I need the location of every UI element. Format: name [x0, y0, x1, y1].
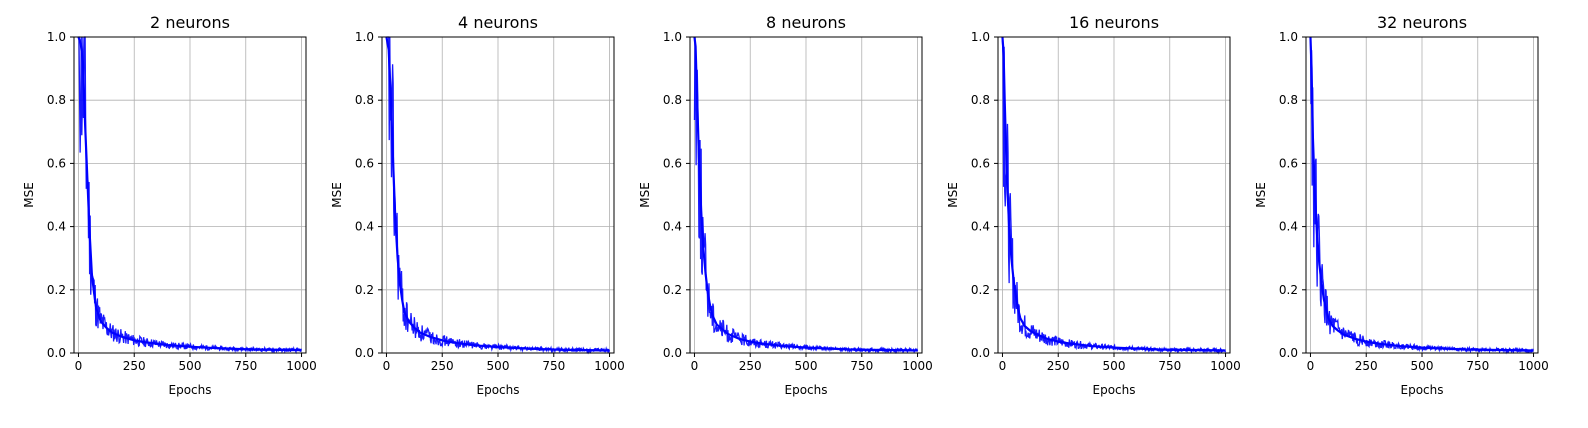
y-tick-label: 0.0 [355, 346, 374, 360]
y-tick-label: 0.4 [1279, 220, 1298, 234]
subplot-16-neurons: 0 250 500 750 1000 0.0 0.2 0.4 0.6 0.8 1.0 16 neur… [946, 13, 1241, 397]
y-tick-label: 0.6 [971, 156, 990, 170]
subplot-title: 8 neurons [766, 13, 846, 32]
y-axis-label: MSE [22, 182, 36, 208]
y-tick-label: 1.0 [1279, 30, 1298, 44]
subplot-32-neurons: 0 250 500 750 1000 0.0 0.2 0.4 0.6 0.8 1.0 32 neur… [1254, 13, 1549, 397]
series-noise-line [1309, 36, 1534, 355]
x-tick-label: 0 [999, 359, 1007, 373]
y-tick-label: 0.8 [971, 93, 990, 107]
series-noise-line [78, 36, 302, 355]
x-tick-label: 0 [75, 359, 83, 373]
subplot-title: 2 neurons [150, 13, 230, 32]
grid [1306, 36, 1538, 354]
series-noise-line [693, 36, 919, 355]
y-axis-label: MSE [330, 182, 344, 208]
y-tick-label: 0.8 [1279, 93, 1298, 107]
y-axis-label: MSE [946, 182, 960, 208]
y-tick-label: 0.4 [971, 220, 990, 234]
series-noise-line [1001, 40, 1227, 355]
subplot-title: 32 neurons [1377, 13, 1467, 32]
y-tick-label: 0.6 [47, 156, 66, 170]
x-tick-label: 250 [431, 359, 454, 373]
subplot-title: 4 neurons [458, 13, 538, 32]
x-tick-label: 500 [487, 359, 510, 373]
x-tick-label: 750 [542, 359, 565, 373]
x-tick-label: 1000 [286, 359, 317, 373]
x-tick-label: 500 [179, 359, 202, 373]
x-tick-label: 250 [1355, 359, 1378, 373]
y-tick-label: 0.0 [1279, 346, 1298, 360]
x-tick-label: 750 [234, 359, 257, 373]
subplot-2-neurons: 0 250 500 750 1000 0.0 0.2 0.4 0.6 0.8 1.0 2 neuro… [22, 13, 317, 397]
x-axis-label: Epochs [477, 383, 520, 397]
x-tick-label: 250 [123, 359, 146, 373]
y-tick-label: 0.6 [355, 156, 374, 170]
series-noise-line [386, 36, 611, 355]
grid [690, 36, 922, 354]
y-tick-label: 0.0 [971, 346, 990, 360]
y-tick-label: 1.0 [971, 30, 990, 44]
x-tick-label: 1000 [1210, 359, 1241, 373]
y-tick-label: 1.0 [663, 30, 682, 44]
x-tick-label: 750 [1466, 359, 1489, 373]
x-tick-label: 500 [1411, 359, 1434, 373]
x-axis-label: Epochs [1401, 383, 1444, 397]
y-tick-label: 0.0 [663, 346, 682, 360]
y-tick-label: 0.6 [1279, 156, 1298, 170]
y-tick-label: 0.2 [663, 283, 682, 297]
x-tick-label: 0 [691, 359, 699, 373]
x-axis-label: Epochs [169, 383, 212, 397]
x-tick-label: 250 [739, 359, 762, 373]
y-tick-label: 0.2 [971, 283, 990, 297]
y-tick-label: 0.4 [47, 220, 66, 234]
x-tick-label: 1000 [594, 359, 625, 373]
y-tick-label: 0.6 [663, 156, 682, 170]
y-axis-label: MSE [1254, 182, 1268, 208]
y-tick-label: 0.8 [47, 93, 66, 107]
x-tick-label: 250 [1047, 359, 1070, 373]
y-tick-label: 1.0 [47, 30, 66, 44]
y-tick-label: 0.2 [1279, 283, 1298, 297]
x-tick-label: 750 [850, 359, 873, 373]
y-tick-label: 0.4 [355, 220, 374, 234]
x-axis-label: Epochs [785, 383, 828, 397]
y-tick-label: 1.0 [355, 30, 374, 44]
grid [382, 36, 614, 354]
y-tick-label: 0.2 [355, 283, 374, 297]
grid [74, 36, 306, 354]
x-tick-label: 0 [1307, 359, 1315, 373]
y-axis-label: MSE [638, 182, 652, 208]
x-tick-label: 1000 [1518, 359, 1549, 373]
y-tick-label: 0.0 [47, 346, 66, 360]
subplot-title: 16 neurons [1069, 13, 1159, 32]
grid [998, 36, 1230, 354]
x-tick-label: 750 [1158, 359, 1181, 373]
subplot-8-neurons: 0 250 500 750 1000 0.0 0.2 0.4 0.6 0.8 1.0 8 neuro… [638, 13, 933, 397]
y-tick-label: 0.8 [355, 93, 374, 107]
x-tick-label: 500 [1103, 359, 1126, 373]
x-axis-label: Epochs [1093, 383, 1136, 397]
x-tick-label: 0 [383, 359, 391, 373]
y-tick-label: 0.2 [47, 283, 66, 297]
y-tick-label: 0.4 [663, 220, 682, 234]
x-tick-label: 1000 [902, 359, 933, 373]
x-tick-label: 500 [795, 359, 818, 373]
y-tick-label: 0.8 [663, 93, 682, 107]
subplot-4-neurons: 0 250 500 750 1000 0.0 0.2 0.4 0.6 0.8 1.0 4 neuro… [330, 13, 625, 397]
